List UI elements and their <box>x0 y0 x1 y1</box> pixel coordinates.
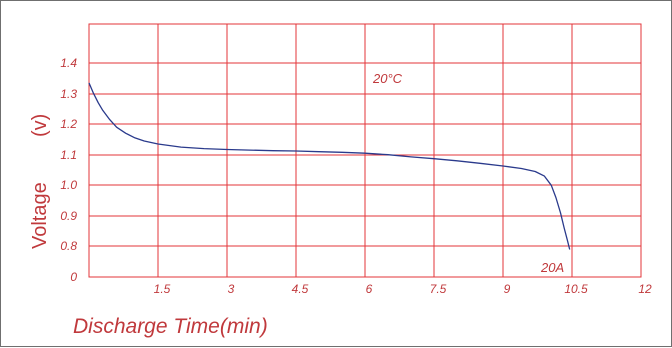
y-tick-label: 0.8 <box>60 239 77 253</box>
tick-labels: 0 0.8 0.9 1.0 1.1 1.2 1.3 1.4 1.5 3 4.5 6 7.5 9 10.5 12 <box>60 56 652 296</box>
series-layer <box>88 82 571 250</box>
y-tick-label: 1.4 <box>60 56 77 70</box>
x-tick-label: 12 <box>638 282 652 296</box>
x-tick-label: 1.5 <box>154 282 171 296</box>
y-axis-label: Voltage <box>29 182 51 249</box>
x-tick-label: 10.5 <box>564 282 588 296</box>
y-tick-label: 1.2 <box>60 117 77 131</box>
x-tick-label: 4.5 <box>292 282 309 296</box>
y-axis-unit-label: (v) <box>29 114 51 137</box>
series-line <box>88 82 571 250</box>
y-tick-label: 0.9 <box>60 209 77 223</box>
x-tick-label: 6 <box>366 282 373 296</box>
y-tick-label: 0 <box>70 270 77 284</box>
temperature-annotation: 20°C <box>372 71 403 86</box>
x-tick-label: 7.5 <box>430 282 447 296</box>
x-tick-label: 9 <box>504 282 511 296</box>
y-tick-label: 1.0 <box>60 178 77 192</box>
y-tick-label: 1.3 <box>60 87 77 101</box>
grid <box>88 23 642 278</box>
x-axis-label: Discharge Time(min) <box>73 315 268 338</box>
x-tick-label: 3 <box>228 282 235 296</box>
y-tick-label: 1.1 <box>60 148 77 162</box>
current-annotation: 20A <box>540 260 564 275</box>
